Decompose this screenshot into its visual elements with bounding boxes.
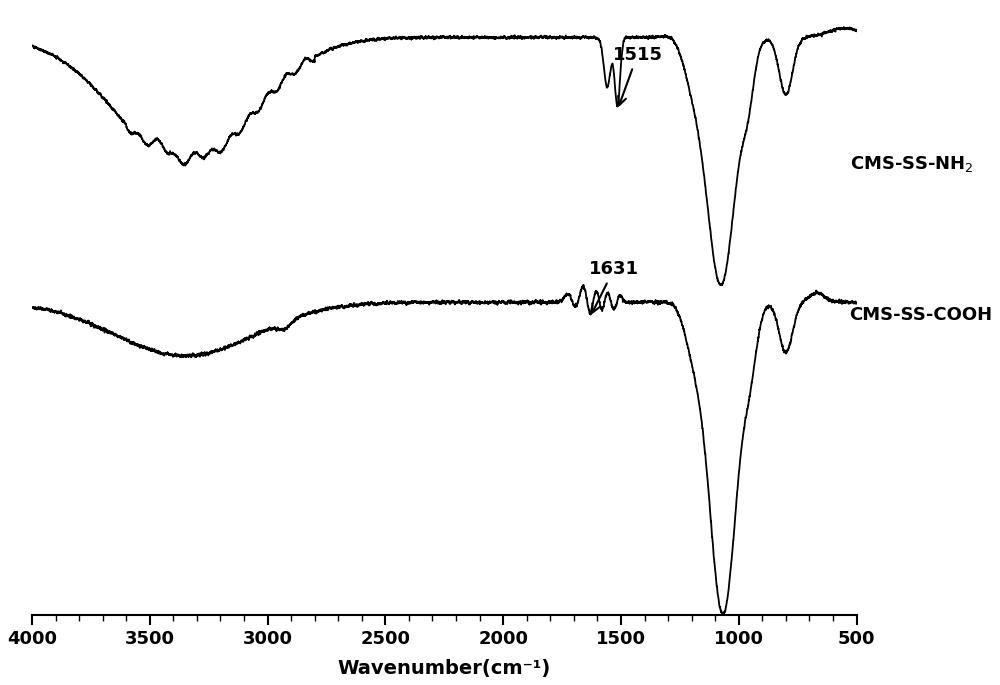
Text: CMS-SS-COOH: CMS-SS-COOH [850,306,993,324]
Text: CMS-SS-NH$_2$: CMS-SS-NH$_2$ [850,154,973,175]
X-axis label: Wavenumber(cm⁻¹): Wavenumber(cm⁻¹) [338,659,551,678]
Text: 1515: 1515 [612,46,662,105]
Text: 1631: 1631 [589,260,639,312]
